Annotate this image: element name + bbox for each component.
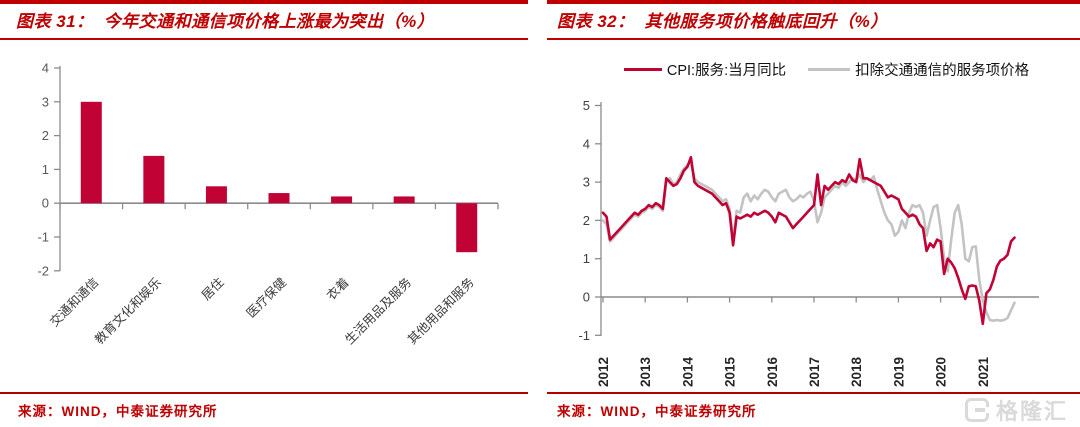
top-red-rule — [547, 0, 1080, 4]
year-label: 2020 — [934, 357, 949, 387]
legend: CPI:服务:当月同比 扣除交通通信的服务项价格 — [577, 59, 1076, 80]
category-label: 生活用品及服务 — [342, 275, 414, 347]
y-tick-label: -1 — [37, 230, 49, 245]
source-note: 来源：WIND，中泰证券研究所 — [18, 404, 218, 419]
year-label: 2013 — [638, 356, 653, 387]
title-underline — [0, 38, 528, 40]
figure-32-title: 图表 32： 其他服务项价格触底回升（%） — [557, 7, 1076, 32]
category-label: 其他用品和服务 — [404, 275, 476, 347]
year-label: 2012 — [596, 357, 611, 387]
year-label: 2015 — [723, 356, 738, 387]
bar-5 — [393, 196, 415, 204]
y-tick-label: -1 — [578, 328, 590, 343]
figure-31-footer: 来源：WIND，中泰证券研究所 — [0, 392, 528, 420]
gelonghui-logo-icon — [964, 398, 990, 422]
y-tick-label: 1 — [583, 251, 590, 266]
y-tick-label: 5 — [583, 98, 590, 113]
y-tick-label: 3 — [42, 94, 49, 109]
source-note: 来源：WIND，中泰证券研究所 — [557, 404, 757, 419]
y-tick-label: 4 — [583, 136, 590, 151]
y-tick-label: 3 — [583, 175, 590, 190]
legend-item-cpi-services: CPI:服务:当月同比 — [623, 59, 787, 80]
year-label: 2021 — [976, 356, 991, 387]
bar-6 — [456, 203, 478, 253]
figure-31-label: 图表 31： — [16, 12, 94, 31]
category-label: 居住 — [199, 275, 227, 303]
year-label: 2018 — [849, 356, 864, 387]
figure-32-panel: 图表 32： 其他服务项价格触底回升（%） CPI:服务:当月同比 扣除交通通信的… — [547, 0, 1080, 427]
figure-31-title: 图表 31： 今年交通和通信项价格上涨最为突出（%） — [16, 7, 524, 32]
y-tick-label: 1 — [42, 162, 49, 177]
bar-0 — [80, 101, 102, 204]
figure-31-title-text: 今年交通和通信项价格上涨最为突出（%） — [103, 12, 435, 31]
gray-line-swatch — [808, 67, 851, 72]
series-line-0 — [601, 155, 1016, 326]
category-label: 医疗保健 — [244, 275, 290, 321]
y-tick-label: 2 — [583, 213, 590, 228]
figure-31-panel: 图表 31： 今年交通和通信项价格上涨最为突出（%） 4 3 2 1 0 -1 -2 交通和通信… — [0, 0, 528, 427]
y-tick-label: 4 — [42, 61, 49, 76]
y-tick-label: 0 — [583, 290, 590, 305]
top-red-rule — [0, 0, 528, 4]
legend-label: CPI:服务:当月同比 — [666, 63, 787, 79]
figure-32-label: 图表 32： — [557, 12, 635, 31]
year-label: 2019 — [891, 357, 906, 387]
figure-32-footer: 来源：WIND，中泰证券研究所 — [547, 392, 1080, 420]
bar-4 — [331, 196, 353, 204]
category-label: 教育文化和娱乐 — [91, 275, 163, 347]
bar-series — [80, 101, 478, 253]
bar-2 — [205, 186, 227, 204]
red-line-swatch — [623, 67, 662, 72]
gelonghui-watermark: 格隆汇 — [964, 394, 1068, 426]
category-label: 衣着 — [323, 275, 351, 303]
year-label: 2016 — [765, 356, 780, 387]
line-chart-cpi-services: 5 4 3 2 1 0 -1 2012 2013 2014 2015 2016 2017 2018 2019… — [578, 98, 1039, 387]
category-label: 交通和通信 — [47, 275, 102, 330]
figure-32-title-text: 其他服务项价格触底回升（%） — [644, 12, 888, 31]
y-tick-label: -2 — [37, 263, 49, 278]
watermark-brand-text: 格隆汇 — [995, 399, 1068, 424]
bar-1 — [143, 155, 165, 204]
title-underline — [547, 38, 1080, 40]
year-label: 2014 — [680, 356, 695, 387]
year-label: 2017 — [807, 357, 822, 387]
y-tick-label: 2 — [42, 128, 49, 143]
legend-label: 扣除交通通信的服务项价格 — [855, 63, 1030, 79]
legend-item-ex-transport: 扣除交通通信的服务项价格 — [808, 59, 1029, 80]
bar-3 — [268, 193, 290, 204]
y-tick-label: 0 — [42, 196, 49, 211]
